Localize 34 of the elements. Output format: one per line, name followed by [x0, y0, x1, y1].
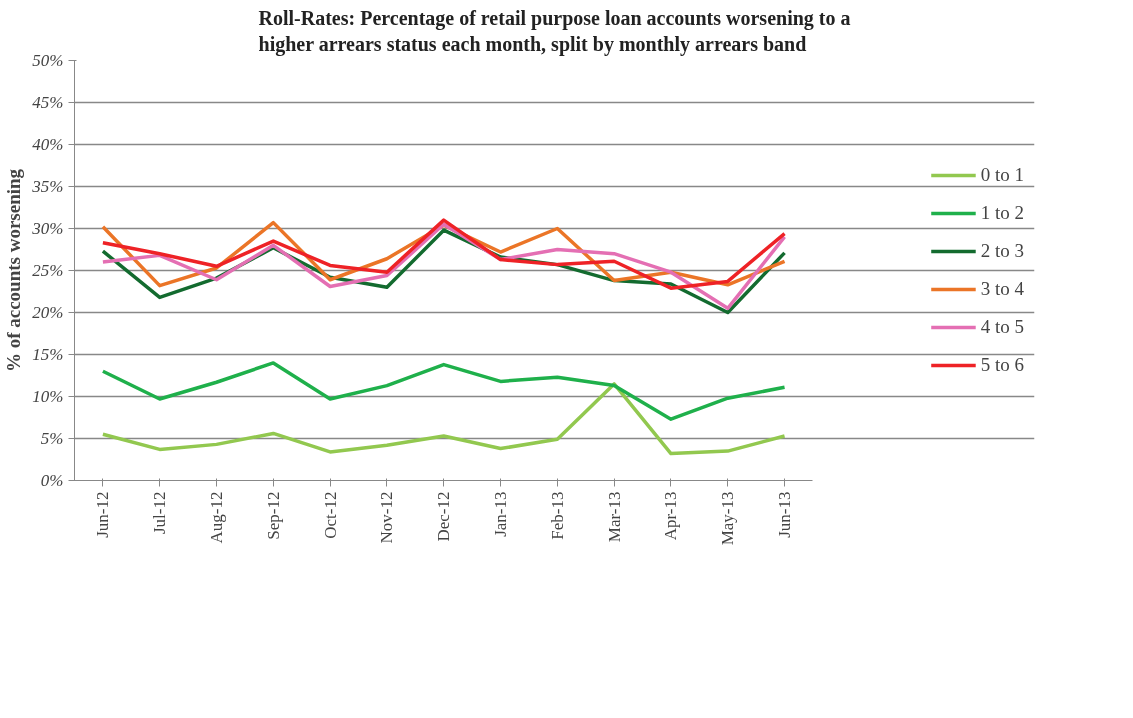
y-tick-label: 20% — [32, 303, 64, 322]
legend-label: 2 to 3 — [980, 240, 1024, 262]
y-tick-label: 50% — [32, 51, 64, 70]
y-tick-label: 5% — [40, 429, 64, 448]
x-tick-label: Jul-12 — [150, 491, 170, 534]
y-tick-label: 35% — [31, 177, 64, 196]
x-tick-label: Mar-13 — [604, 491, 624, 543]
x-tick-label: Jan-13 — [491, 491, 511, 537]
y-tick-label: 15% — [32, 345, 64, 364]
line-series — [101, 361, 787, 421]
y-tick-label: 0% — [40, 471, 64, 490]
legend-label: 1 to 2 — [980, 202, 1024, 224]
x-tick-label: Oct-12 — [320, 491, 340, 539]
legend-label: 4 to 5 — [980, 316, 1024, 338]
y-axis-title: % of accounts worsening — [3, 168, 25, 373]
chart-title: Roll-Rates: Percentage of retail purpose loan accounts worsening to a higher arrears status each month, split by monthly arrears band — [258, 7, 851, 57]
x-tick-label: Feb-13 — [547, 491, 567, 540]
y-tick-label: 25% — [32, 261, 64, 280]
x-tick-label: Nov-12 — [377, 491, 397, 544]
x-tick-label: Aug-12 — [207, 491, 227, 544]
x-tick-label: May-13 — [718, 491, 738, 546]
x-tick-label: Apr-13 — [661, 491, 681, 541]
legend-label: 5 to 6 — [980, 354, 1024, 376]
y-tick-label: 30% — [31, 219, 64, 238]
y-tick-label: 40% — [32, 135, 64, 154]
x-tick-label: Dec-12 — [434, 491, 454, 542]
x-tick-label: Jun-12 — [93, 491, 113, 538]
x-tick-label: Jun-13 — [775, 491, 795, 538]
legend-label: 0 to 1 — [980, 164, 1024, 186]
y-tick-label: 45% — [32, 93, 64, 112]
legend-label: 3 to 4 — [980, 278, 1024, 300]
line-series — [101, 382, 787, 456]
y-tick-label: 10% — [32, 387, 64, 406]
x-tick-label: Sep-12 — [263, 491, 283, 540]
